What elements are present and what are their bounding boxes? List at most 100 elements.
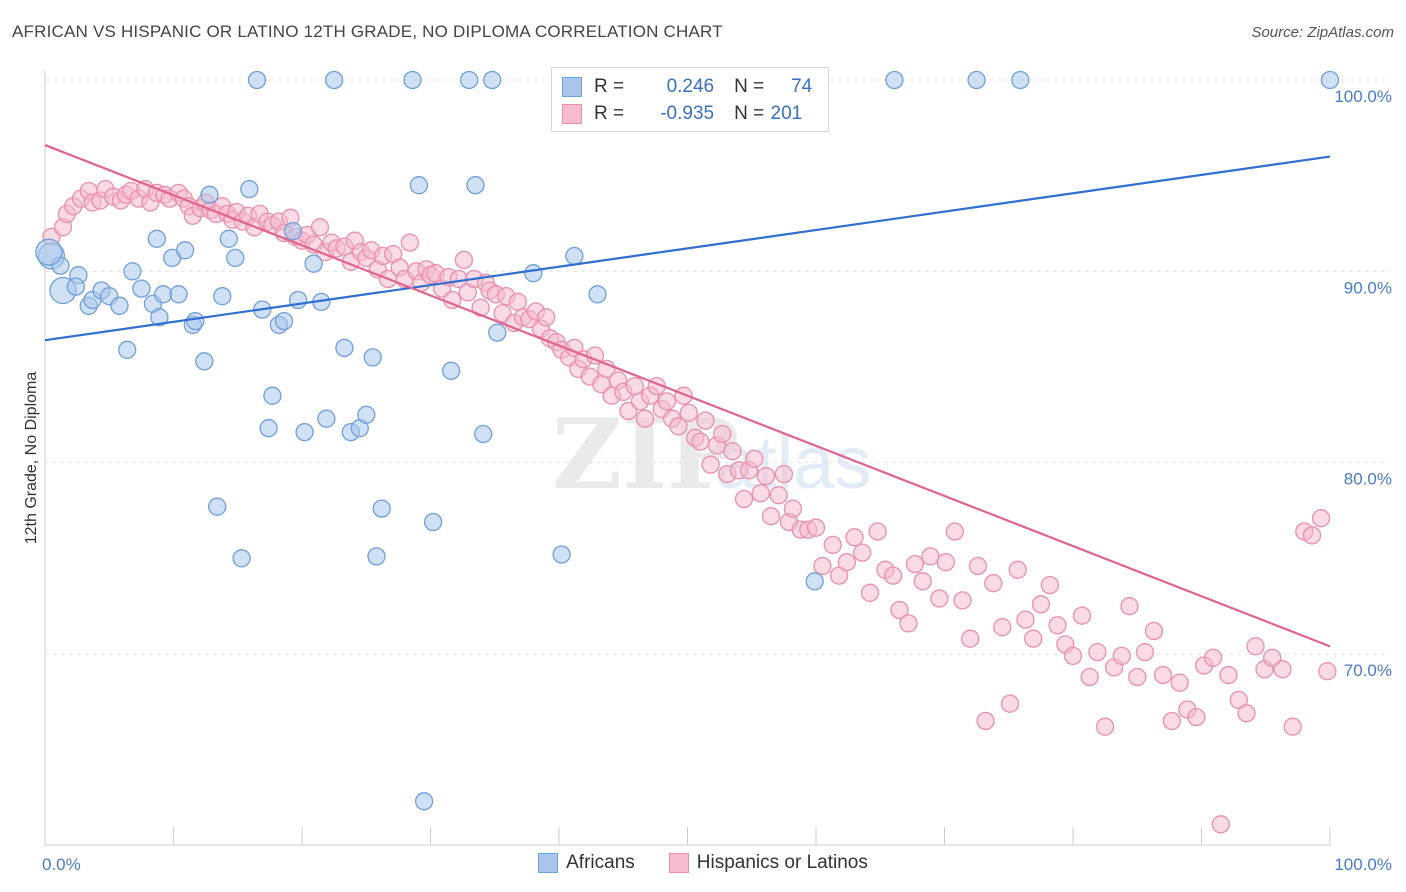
hispanic-point-158 bbox=[1000, 694, 1020, 713]
legend-row-hispanics: R = -0.935 N = 201 bbox=[562, 101, 802, 127]
hispanic-point-133 bbox=[806, 518, 826, 537]
african-point-30 bbox=[247, 70, 267, 90]
african-point-38 bbox=[295, 422, 314, 442]
african-point-62 bbox=[565, 246, 584, 266]
africans-legend-swatch bbox=[538, 853, 559, 873]
hispanic-point-114 bbox=[696, 411, 715, 430]
hispanic-point-85 bbox=[537, 308, 556, 327]
hispanic-point-153 bbox=[961, 629, 980, 648]
african-point-24 bbox=[208, 497, 227, 516]
hispanics-points bbox=[42, 179, 1337, 834]
hispanic-point-195 bbox=[1311, 509, 1331, 528]
africans-n-value: 74 bbox=[791, 76, 813, 97]
legend-item-hispanics[interactable]: Hispanics or Latinos bbox=[668, 852, 868, 874]
african-point-23 bbox=[200, 185, 219, 204]
hispanic-point-119 bbox=[723, 442, 742, 461]
y-axis-label: 12th Grade, No Diploma bbox=[23, 372, 40, 545]
legend-bottom: Africans Hispanics or Latinos bbox=[0, 852, 1406, 874]
hispanic-point-163 bbox=[1040, 575, 1060, 595]
african-point-49 bbox=[372, 499, 391, 518]
hispanic-point-121 bbox=[734, 489, 754, 509]
african-point-55 bbox=[459, 70, 479, 90]
hispanic-point-196 bbox=[1318, 662, 1337, 681]
african-point-25 bbox=[213, 287, 232, 306]
x-tick-label-0: 0.0% bbox=[42, 855, 81, 874]
hispanic-point-145 bbox=[899, 614, 918, 633]
hispanic-point-150 bbox=[936, 553, 955, 572]
african-point-56 bbox=[466, 176, 485, 195]
african-point-35 bbox=[274, 311, 294, 331]
hispanic-point-44 bbox=[310, 218, 330, 237]
hispanic-point-141 bbox=[868, 522, 887, 541]
african-point-52 bbox=[414, 792, 434, 811]
hispanic-point-185 bbox=[1219, 665, 1238, 685]
source-label: Source: ZipAtlas.com bbox=[1251, 24, 1394, 41]
african-point-57 bbox=[474, 424, 493, 444]
hispanic-point-134 bbox=[813, 556, 832, 576]
hispanic-point-156 bbox=[984, 574, 1003, 593]
hispanic-point-113 bbox=[691, 432, 710, 451]
hispanic-point-159 bbox=[1008, 560, 1027, 579]
african-point-47 bbox=[363, 348, 382, 367]
hispanic-point-187 bbox=[1237, 704, 1256, 723]
legend-stats: R = 0.246 N = 74 R = -0.935 N = 201 bbox=[551, 67, 829, 132]
hispanic-point-130 bbox=[783, 499, 803, 518]
hispanics-r-label: R = bbox=[594, 103, 625, 124]
africans-legend-label: Africans bbox=[566, 852, 635, 873]
african-point-16 bbox=[154, 285, 173, 304]
african-point-28 bbox=[232, 549, 251, 568]
y-tick-label-3: 100.0% bbox=[1334, 87, 1392, 106]
axes bbox=[44, 70, 1331, 846]
hispanic-point-172 bbox=[1112, 646, 1131, 666]
hispanic-point-111 bbox=[679, 403, 698, 423]
hispanic-point-194 bbox=[1302, 526, 1322, 545]
hispanic-point-101 bbox=[625, 376, 644, 396]
hispanic-point-80 bbox=[508, 292, 528, 312]
african-point-58 bbox=[483, 70, 502, 90]
hispanic-point-166 bbox=[1063, 646, 1083, 666]
legend-item-africans[interactable]: Africans bbox=[538, 852, 635, 874]
hispanic-point-140 bbox=[860, 583, 880, 602]
hispanics-swatch bbox=[562, 104, 582, 124]
african-point-53 bbox=[423, 512, 443, 532]
hispanic-point-170 bbox=[1095, 717, 1115, 736]
hispanic-point-169 bbox=[1088, 642, 1107, 662]
hispanic-point-168 bbox=[1080, 667, 1099, 687]
y-tick-label-1: 80.0% bbox=[1344, 470, 1392, 489]
hispanic-point-144 bbox=[890, 600, 909, 620]
hispanic-point-107 bbox=[657, 392, 677, 411]
african-point-68 bbox=[805, 572, 824, 591]
hispanic-point-135 bbox=[823, 535, 842, 555]
hispanic-point-115 bbox=[701, 455, 720, 474]
hispanic-point-174 bbox=[1128, 667, 1147, 687]
african-point-70 bbox=[967, 70, 986, 90]
african-point-61 bbox=[552, 545, 571, 564]
african-point-32 bbox=[259, 419, 278, 438]
hispanic-point-177 bbox=[1153, 665, 1173, 685]
hispanic-point-160 bbox=[1016, 610, 1035, 629]
african-point-72 bbox=[1320, 70, 1340, 90]
african-point-36 bbox=[283, 222, 303, 241]
hispanic-point-128 bbox=[774, 464, 794, 484]
africans-r-label: R = bbox=[594, 76, 625, 97]
africans-trend-line bbox=[44, 155, 1331, 342]
hispanic-point-181 bbox=[1187, 707, 1206, 727]
hispanic-point-148 bbox=[921, 547, 940, 566]
african-point-60 bbox=[524, 264, 543, 283]
african-point-15 bbox=[150, 308, 169, 327]
chart-title: AFRICAN VS HISPANIC OR LATINO 12TH GRADE… bbox=[12, 22, 723, 41]
african-point-9 bbox=[110, 296, 129, 315]
hispanic-point-60 bbox=[400, 233, 420, 252]
hispanic-point-109 bbox=[669, 417, 688, 436]
trend-lines bbox=[44, 144, 1331, 648]
african-point-14 bbox=[147, 229, 166, 248]
hispanics-n-label: N = bbox=[734, 103, 765, 124]
africans-r-value: 0.246 bbox=[666, 76, 715, 97]
hispanics-r-value: -0.935 bbox=[660, 103, 715, 124]
african-point-48 bbox=[367, 547, 386, 566]
hispanic-point-192 bbox=[1283, 717, 1302, 736]
african-point-4 bbox=[66, 277, 85, 296]
hispanic-point-162 bbox=[1031, 595, 1051, 614]
x-tick-label-1: 100.0% bbox=[1334, 855, 1392, 874]
